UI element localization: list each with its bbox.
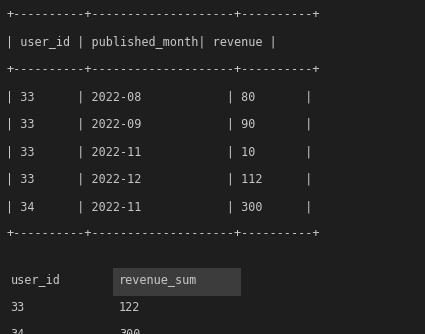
Text: +----------+--------------------+----------+: +----------+--------------------+-------… xyxy=(6,8,320,21)
Text: | 34      | 2022-11            | 300      |: | 34 | 2022-11 | 300 | xyxy=(6,200,313,213)
Text: 34: 34 xyxy=(11,328,25,334)
Text: +----------+--------------------+----------+: +----------+--------------------+-------… xyxy=(6,63,320,76)
Text: revenue_sum: revenue_sum xyxy=(119,273,197,286)
Text: | 33      | 2022-09            | 90       |: | 33 | 2022-09 | 90 | xyxy=(6,118,313,131)
Text: | 33      | 2022-12            | 112      |: | 33 | 2022-12 | 112 | xyxy=(6,173,313,186)
Text: user_id: user_id xyxy=(11,273,60,286)
Text: 300: 300 xyxy=(119,328,140,334)
Text: | user_id | published_month| revenue |: | user_id | published_month| revenue | xyxy=(6,36,277,49)
Text: +----------+--------------------+----------+: +----------+--------------------+-------… xyxy=(6,227,320,240)
Text: | 33      | 2022-11            | 10       |: | 33 | 2022-11 | 10 | xyxy=(6,145,313,158)
FancyBboxPatch shape xyxy=(113,268,241,296)
Text: 122: 122 xyxy=(119,301,140,314)
Text: 33: 33 xyxy=(11,301,25,314)
Text: | 33      | 2022-08            | 80       |: | 33 | 2022-08 | 80 | xyxy=(6,91,313,104)
